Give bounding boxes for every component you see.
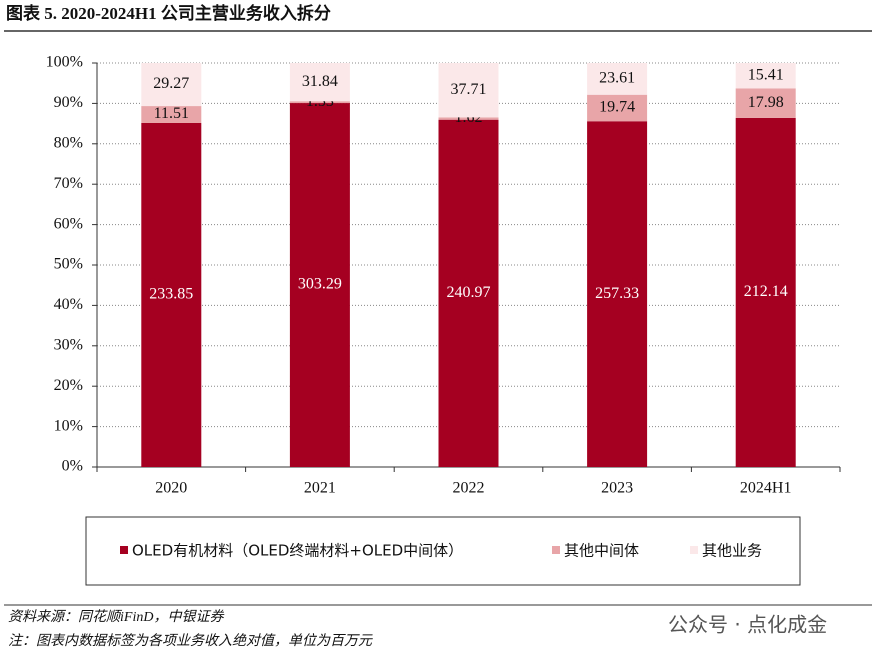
y-tick-label: 30%	[54, 336, 83, 353]
bar-segment	[587, 121, 648, 468]
y-tick-label: 80%	[54, 134, 83, 151]
data-label: 23.61	[599, 70, 635, 87]
x-tick-label: 2022	[453, 480, 485, 497]
bar-segment	[289, 103, 350, 467]
legend-label: 其他中间体	[564, 542, 639, 560]
bar-segment	[735, 63, 796, 89]
bar-segment	[438, 63, 499, 118]
x-tick-label: 2023	[601, 480, 633, 497]
legend-label: OLED有机材料（OLED终端材料+OLED中间体）	[132, 542, 463, 560]
y-tick-label: 70%	[54, 175, 83, 192]
data-label: 31.84	[302, 73, 338, 90]
data-label: 37.71	[451, 81, 487, 98]
data-label: 303.29	[298, 276, 342, 293]
y-tick-label: 50%	[54, 256, 83, 273]
x-tick-label: 2020	[155, 480, 187, 497]
y-tick-label: 40%	[54, 296, 83, 313]
bar-segment	[735, 88, 796, 118]
y-tick-label: 60%	[54, 215, 83, 232]
legend-label: 其他业务	[702, 542, 762, 560]
bar-segment	[141, 106, 202, 123]
y-tick-label: 20%	[54, 377, 83, 394]
data-label: 233.85	[149, 286, 193, 303]
data-label: 15.41	[748, 66, 784, 83]
source: 资料来源：同花顺iFinD，中银证券	[8, 609, 224, 625]
bar-segment	[735, 117, 796, 467]
data-label: 212.14	[744, 283, 788, 300]
bar-segment	[587, 94, 648, 122]
bar-segment	[289, 63, 350, 102]
data-label: 29.27	[153, 75, 189, 92]
legend-swatch	[120, 546, 128, 554]
y-tick-label: 100%	[46, 54, 83, 71]
bar-segment	[141, 63, 202, 107]
bar-segment	[438, 117, 499, 120]
y-tick-label: 10%	[54, 417, 83, 434]
chart-title: 图表 5. 2020-2024H1 公司主营业务收入拆分	[6, 3, 331, 23]
y-tick-label: 0%	[62, 458, 83, 475]
legend-swatch	[690, 546, 698, 554]
bar-segment	[289, 101, 350, 104]
x-tick-label: 2024H1	[740, 480, 792, 497]
data-label: 11.51	[154, 105, 189, 122]
y-tick-label: 90%	[54, 94, 83, 111]
bar-segment	[141, 122, 202, 468]
data-label: 240.97	[447, 284, 491, 301]
data-label: 19.74	[599, 99, 635, 116]
bar-segment	[587, 63, 648, 95]
x-tick-label: 2021	[304, 480, 336, 497]
note: 注：图表内数据标签为各项业务收入绝对值，单位为百万元	[8, 633, 373, 649]
bar-segment	[438, 119, 499, 468]
data-label: 17.98	[748, 94, 784, 111]
watermark: 公众号 · 点化成金	[668, 613, 827, 637]
legend-box	[85, 516, 801, 586]
data-label: 257.33	[595, 285, 639, 302]
legend-swatch	[552, 546, 560, 554]
